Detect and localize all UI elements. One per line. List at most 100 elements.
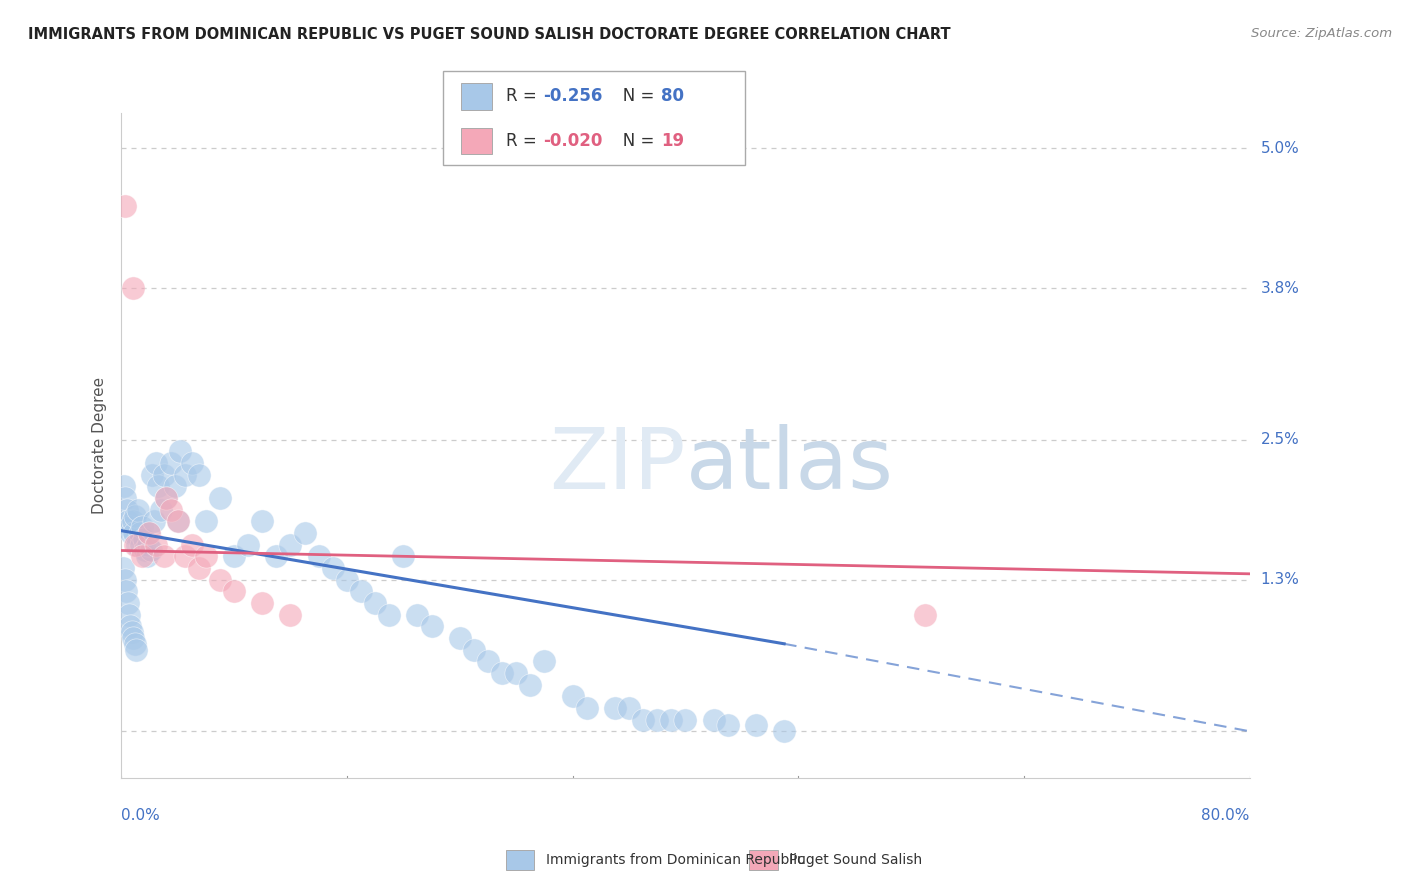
Point (173, 467, 195, 482)
Point (117, 514, 139, 528)
Point (222, 549, 245, 564)
Point (561, 690, 583, 704)
Point (187, 561, 209, 575)
Point (118, 520, 141, 534)
Point (145, 456, 167, 470)
Text: Immigrants from Dominican Republic: Immigrants from Dominican Republic (546, 853, 804, 867)
Point (118, 607, 141, 622)
Point (159, 456, 181, 470)
Point (122, 526, 145, 541)
Point (142, 514, 165, 528)
Point (238, 538, 260, 552)
Point (114, 491, 136, 505)
Text: ZIP: ZIP (548, 424, 685, 507)
Point (603, 701, 626, 715)
Point (163, 479, 186, 493)
Point (136, 538, 159, 552)
Point (294, 526, 316, 541)
Text: Puget Sound Salish: Puget Sound Salish (789, 853, 922, 867)
Point (166, 514, 188, 528)
Point (134, 543, 156, 558)
Point (266, 549, 288, 564)
Point (364, 596, 387, 610)
Point (378, 607, 401, 622)
Point (115, 584, 138, 599)
Point (350, 584, 373, 599)
Point (420, 619, 443, 633)
Point (180, 538, 202, 552)
Point (114, 199, 136, 213)
Text: N =: N = (607, 87, 659, 105)
Point (149, 502, 172, 516)
Point (745, 718, 768, 732)
Point (131, 520, 153, 534)
Point (152, 549, 174, 564)
Point (406, 607, 429, 622)
Point (505, 665, 527, 680)
Point (112, 561, 135, 575)
Point (121, 281, 143, 295)
Point (124, 508, 146, 523)
Point (141, 467, 163, 482)
Point (138, 526, 160, 541)
Point (645, 713, 668, 727)
Point (122, 631, 145, 645)
Point (252, 596, 274, 610)
Text: IMMIGRANTS FROM DOMINICAN REPUBLIC VS PUGET SOUND SALISH DOCTORATE DEGREE CORREL: IMMIGRANTS FROM DOMINICAN REPUBLIC VS PU… (28, 27, 950, 42)
Point (132, 532, 155, 546)
Point (280, 538, 302, 552)
Point (120, 526, 142, 541)
Point (392, 549, 415, 564)
Point (138, 526, 160, 541)
Point (152, 467, 174, 482)
Point (131, 549, 153, 564)
Point (617, 701, 640, 715)
Point (208, 573, 231, 587)
Point (124, 637, 146, 651)
Point (166, 514, 188, 528)
Point (308, 549, 330, 564)
Text: R =: R = (506, 132, 543, 150)
Text: 80: 80 (661, 87, 683, 105)
Point (117, 596, 139, 610)
Point (533, 654, 555, 668)
Text: -0.256: -0.256 (543, 87, 602, 105)
Point (159, 502, 181, 516)
Point (252, 514, 274, 528)
Point (145, 538, 167, 552)
Point (121, 514, 143, 528)
Point (194, 514, 217, 528)
Point (631, 713, 654, 727)
Point (125, 642, 148, 657)
Point (135, 549, 157, 564)
Point (155, 491, 177, 505)
Point (180, 456, 202, 470)
Point (208, 491, 231, 505)
Point (114, 573, 136, 587)
Text: N =: N = (607, 132, 659, 150)
Point (477, 654, 499, 668)
Point (575, 701, 598, 715)
Point (127, 502, 149, 516)
Text: 80.0%: 80.0% (1201, 808, 1250, 823)
Point (280, 607, 302, 622)
Point (129, 538, 152, 552)
Point (463, 642, 485, 657)
Point (155, 491, 177, 505)
Text: 19: 19 (661, 132, 683, 150)
Point (124, 538, 146, 552)
Point (187, 467, 209, 482)
Point (115, 502, 138, 516)
Text: atlas: atlas (685, 424, 893, 507)
Point (173, 549, 195, 564)
Y-axis label: Doctorate Degree: Doctorate Degree (93, 377, 107, 514)
Point (139, 543, 162, 558)
Point (773, 724, 796, 739)
Text: 2.5%: 2.5% (1261, 433, 1299, 447)
Point (673, 713, 696, 727)
Text: R =: R = (506, 87, 543, 105)
Point (125, 538, 148, 552)
Point (336, 573, 359, 587)
Text: Source: ZipAtlas.com: Source: ZipAtlas.com (1251, 27, 1392, 40)
Point (120, 619, 142, 633)
